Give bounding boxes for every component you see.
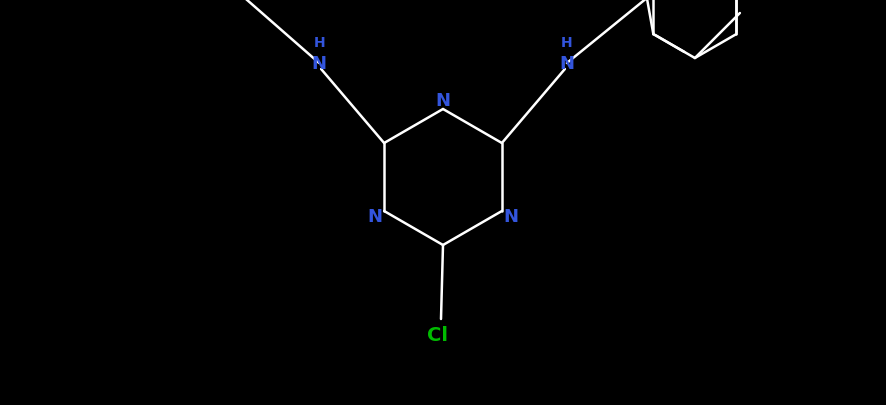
Text: N: N (311, 55, 326, 73)
Text: N: N (503, 207, 517, 226)
Text: H: H (561, 36, 572, 50)
Text: N: N (559, 55, 574, 73)
Text: Cl: Cl (427, 326, 448, 345)
Text: N: N (367, 207, 382, 226)
Text: H: H (313, 36, 324, 50)
Text: N: N (435, 92, 450, 110)
